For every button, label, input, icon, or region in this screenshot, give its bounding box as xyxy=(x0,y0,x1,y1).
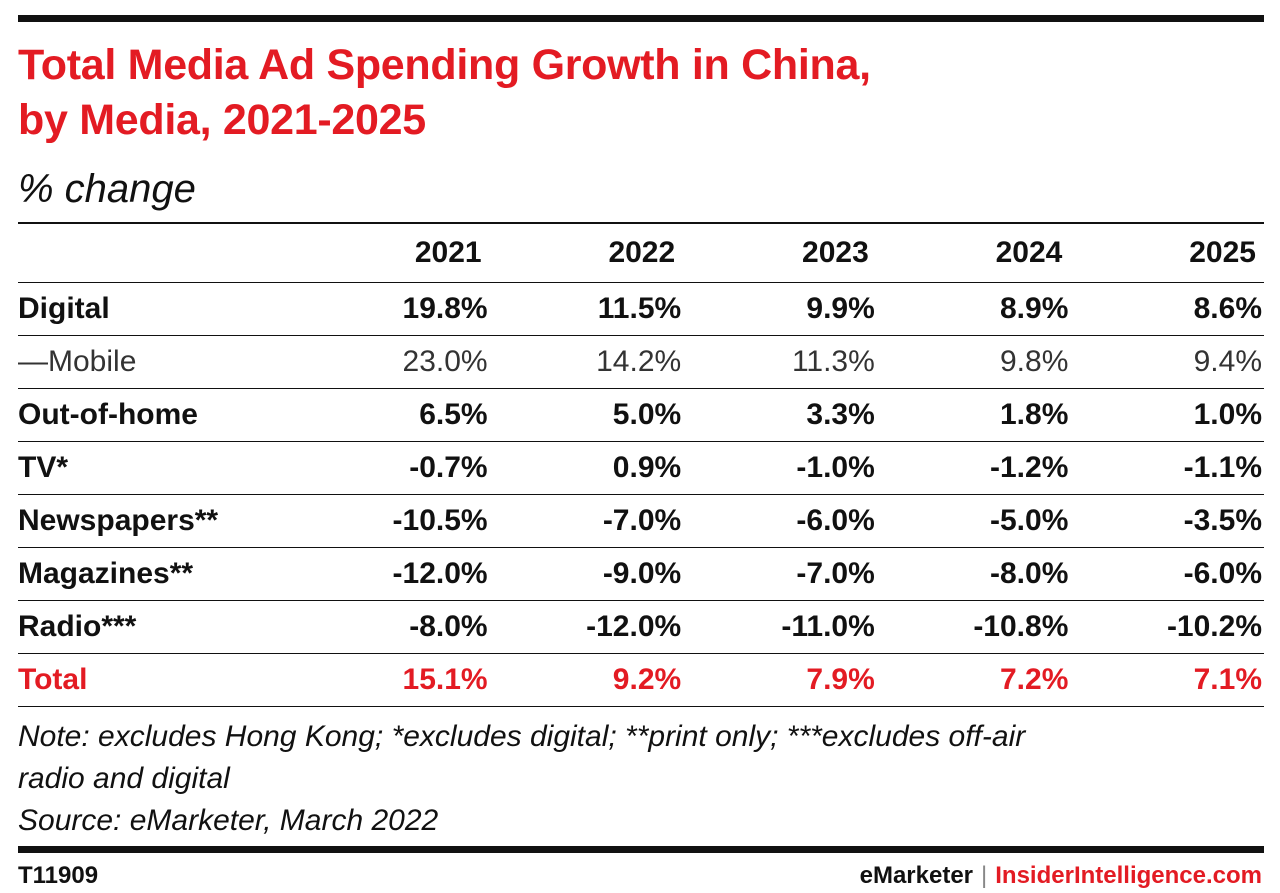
value-cell: 15.1% xyxy=(296,653,490,707)
value-cell: -1.0% xyxy=(683,441,877,495)
value-cell: 1.8% xyxy=(876,388,1071,442)
table-row: Newspapers** -10.5% -7.0% -6.0% -5.0% -3.5% xyxy=(18,494,1264,548)
value-cell: -10.5% xyxy=(296,494,490,548)
chart-title: Total Media Ad Spending Growth in China,… xyxy=(18,38,1258,148)
chart-title-line-1: Total Media Ad Spending Growth in China, xyxy=(18,41,871,89)
row-label: Digital xyxy=(18,282,296,336)
value-cell: 11.5% xyxy=(489,282,684,336)
table-row: Out-of-home 6.5% 5.0% 3.3% 1.8% 1.0% xyxy=(18,388,1264,442)
value-cell: 3.3% xyxy=(683,388,877,442)
value-cell: 9.4% xyxy=(1070,335,1264,389)
value-cell: -7.0% xyxy=(489,494,684,548)
row-label: TV* xyxy=(18,441,296,495)
header-row: 2021 2022 2023 2024 2025 xyxy=(18,222,1264,283)
column-header: 2021 xyxy=(296,222,490,283)
value-cell: -6.0% xyxy=(683,494,877,548)
value-cell: -10.2% xyxy=(1070,600,1264,654)
top-rule xyxy=(18,15,1264,22)
table-row: —Mobile 23.0% 14.2% 11.3% 9.8% 9.4% xyxy=(18,335,1264,389)
value-cell: 9.2% xyxy=(489,653,684,707)
column-header: 2022 xyxy=(489,222,684,283)
row-label: Newspapers** xyxy=(18,494,296,548)
value-cell: 7.9% xyxy=(683,653,877,707)
value-cell: 8.6% xyxy=(1070,282,1264,336)
value-cell: -0.7% xyxy=(296,441,490,495)
value-cell: 14.2% xyxy=(489,335,684,389)
row-label: —Mobile xyxy=(18,335,296,389)
value-cell: -12.0% xyxy=(296,547,490,601)
value-cell: 0.9% xyxy=(489,441,684,495)
header-cell-label xyxy=(18,222,296,283)
note-line-2: radio and digital xyxy=(18,762,230,795)
row-label: Total xyxy=(18,653,296,707)
chart-subtitle: % change xyxy=(18,167,196,211)
value-cell: -3.5% xyxy=(1070,494,1264,548)
chart-id: T11909 xyxy=(18,862,99,889)
value-cell: 19.8% xyxy=(296,282,490,336)
chart-title-line-2: by Media, 2021-2025 xyxy=(18,96,426,144)
value-cell: -1.1% xyxy=(1070,441,1264,495)
value-cell: -1.2% xyxy=(876,441,1071,495)
row-label: Radio*** xyxy=(18,600,296,654)
data-table: 2021 2022 2023 2024 2025 Digital 19.8% 11.… xyxy=(18,222,1264,707)
source-line: Source: eMarketer, March 2022 xyxy=(18,804,439,837)
value-cell: -5.0% xyxy=(876,494,1071,548)
column-header: 2024 xyxy=(876,222,1071,283)
brand-emarketer: eMarketer xyxy=(859,862,974,889)
note-line-1: Note: excludes Hong Kong; *excludes digi… xyxy=(18,720,1026,753)
table-row: Magazines** -12.0% -9.0% -7.0% -8.0% -6.0% xyxy=(18,547,1264,601)
value-cell: -7.0% xyxy=(683,547,877,601)
value-cell: 23.0% xyxy=(296,335,490,389)
value-cell: 6.5% xyxy=(296,388,490,442)
table-row: Total 15.1% 9.2% 7.9% 7.2% 7.1% xyxy=(18,653,1264,707)
value-cell: 7.2% xyxy=(876,653,1071,707)
value-cell: -9.0% xyxy=(489,547,684,601)
row-label: Out-of-home xyxy=(18,388,296,442)
table-row: TV* -0.7% 0.9% -1.0% -1.2% -1.1% xyxy=(18,441,1264,495)
value-cell: 8.9% xyxy=(876,282,1071,336)
value-cell: -8.0% xyxy=(876,547,1071,601)
brand-separator: | xyxy=(981,862,988,889)
value-cell: -11.0% xyxy=(683,600,877,654)
value-cell: 7.1% xyxy=(1070,653,1264,707)
value-cell: 5.0% xyxy=(489,388,684,442)
value-cell: 9.8% xyxy=(876,335,1071,389)
row-label: Magazines** xyxy=(18,547,296,601)
bottom-rule xyxy=(18,846,1264,853)
value-cell: 9.9% xyxy=(683,282,877,336)
value-cell: -10.8% xyxy=(876,600,1071,654)
notes: Note: excludes Hong Kong; *excludes digi… xyxy=(18,716,1258,842)
value-cell: 11.3% xyxy=(683,335,877,389)
table-row: Digital 19.8% 11.5% 9.9% 8.9% 8.6% xyxy=(18,282,1264,336)
value-cell: 1.0% xyxy=(1070,388,1264,442)
value-cell: -8.0% xyxy=(296,600,490,654)
brand-insider-intelligence: InsiderIntelligence.com xyxy=(995,862,1262,889)
footer-brand: eMarketer | InsiderIntelligence.com xyxy=(860,862,1262,890)
table-row: Radio*** -8.0% -12.0% -11.0% -10.8% -10.2% xyxy=(18,600,1264,654)
column-header: 2025 xyxy=(1070,222,1264,283)
column-header: 2023 xyxy=(683,222,877,283)
value-cell: -12.0% xyxy=(489,600,684,654)
value-cell: -6.0% xyxy=(1070,547,1264,601)
